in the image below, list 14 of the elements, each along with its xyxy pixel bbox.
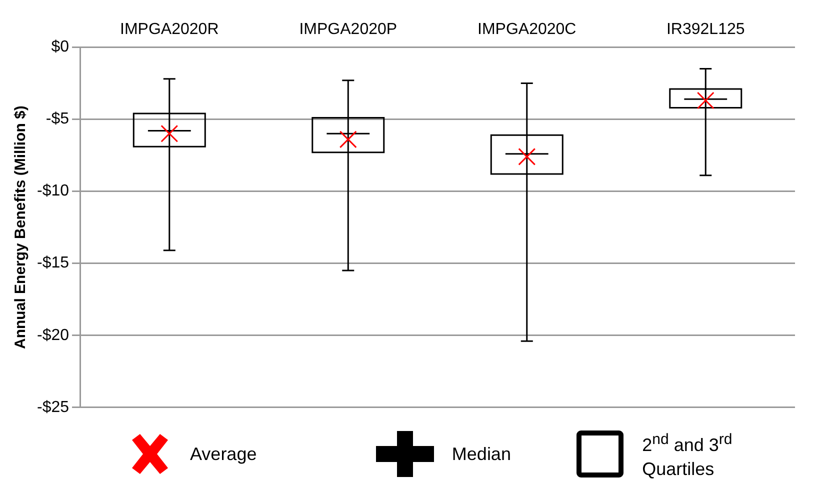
x-tick-label: IMPGA2020P [299, 21, 398, 38]
text: Median [452, 443, 511, 466]
x-tick-label: IMPGA2020C [478, 21, 576, 38]
y-tick-label: -$25 [36, 398, 70, 416]
y-tick-label: -$15 [36, 254, 70, 272]
y-tick-label: -$20 [36, 326, 70, 344]
text: 2$^{nd}$ and 3$^{rd}$ Quartiles [642, 430, 734, 480]
text: Average [190, 443, 257, 466]
y-axis-title: Annual Energy Benefits (Million $) [12, 106, 30, 349]
y-tick-label: $0 [51, 38, 70, 56]
x-tick-label: IR392L125 [666, 21, 745, 38]
x-tick-label: IMPGA2020R [120, 21, 219, 38]
y-tick-label: -$5 [46, 110, 70, 128]
y-tick-label: -$10 [36, 182, 70, 200]
